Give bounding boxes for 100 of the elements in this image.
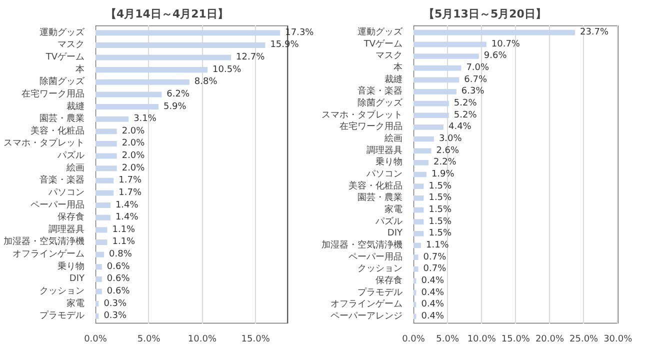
y-tick-label: 絵画 (384, 133, 402, 144)
y-tick-label: オフラインゲーム (12, 248, 84, 260)
y-tick-label: 乗り物 (376, 156, 402, 168)
y-tick-label: 美容・化粧品 (348, 180, 402, 192)
bar (414, 266, 418, 272)
data-label: 9.6% (484, 51, 508, 62)
y-tick-label: パソコン (366, 170, 402, 180)
y-tick-label: オフラインゲーム (330, 298, 402, 310)
y-tick-label: 乗り物 (58, 260, 84, 272)
bar (414, 42, 486, 48)
bar (96, 214, 110, 220)
y-tick-label: クッション (358, 264, 402, 274)
bar (414, 100, 449, 106)
data-label: 0.3% (104, 298, 128, 309)
bar (96, 104, 158, 110)
data-label: 1.4% (115, 200, 139, 210)
y-tick-label: 運動グッズ (40, 26, 86, 38)
bar (96, 276, 102, 282)
data-label: 1.5% (428, 204, 452, 215)
chart-title: 【4月14日～4月21日】 (106, 8, 228, 20)
y-tick-label: 家電 (66, 298, 84, 309)
bar (414, 254, 418, 260)
y-tick-label: 加湿器・空気清浄機 (322, 239, 402, 250)
bar (96, 227, 108, 233)
x-tick-label: 25.0% (570, 334, 599, 344)
bar (414, 65, 462, 71)
bar (96, 313, 99, 319)
y-tick-label: 保存食 (58, 212, 84, 223)
data-label: 0.6% (106, 274, 130, 284)
bar (96, 178, 114, 184)
x-tick-label: 15.0% (501, 334, 530, 344)
x-tick-label: 10.0% (467, 334, 496, 344)
bar (96, 67, 208, 73)
bar (96, 30, 280, 36)
y-tick-label: 調理器具 (48, 224, 84, 235)
bar (96, 166, 117, 172)
data-label: 2.6% (436, 146, 460, 156)
data-label: 6.2% (166, 89, 190, 100)
bar (96, 252, 104, 258)
bar (414, 195, 424, 201)
data-label: 1.4% (115, 212, 139, 223)
data-label: 1.5% (428, 216, 452, 227)
bar (414, 172, 426, 178)
data-label: 2.0% (122, 126, 146, 136)
y-tick-label: スマホ・タブレット (322, 109, 402, 120)
data-label: 0.4% (421, 300, 445, 310)
y-tick-label: 美容・化粧品 (30, 125, 84, 136)
data-label: 2.2% (433, 158, 457, 168)
data-label: 1.5% (428, 228, 452, 239)
y-tick-label: 家電 (384, 204, 402, 215)
bar (414, 184, 424, 189)
bar (96, 92, 162, 98)
data-label: 0.6% (106, 286, 130, 296)
bar (414, 314, 416, 320)
x-tick-label: 20.0% (535, 334, 564, 344)
data-label: 2.0% (122, 151, 146, 162)
bar (414, 77, 460, 83)
y-tick-label: DIY (387, 228, 403, 239)
data-label: 0.8% (109, 250, 132, 260)
data-label: 1.1% (112, 224, 136, 235)
data-label: 1.7% (118, 176, 142, 186)
y-tick-label: 園芸・農業 (358, 192, 402, 204)
data-label: 0.4% (421, 288, 445, 298)
y-tick-label: 裁縫 (66, 100, 84, 112)
bar (96, 190, 114, 196)
data-label: 5.2% (454, 98, 478, 109)
data-label: 7.0% (466, 63, 490, 74)
data-label: 23.7% (580, 28, 610, 38)
x-tick-label: 5.0% (436, 334, 460, 344)
y-tick-label: 加湿器・空気清浄機 (4, 236, 84, 248)
bar (96, 288, 102, 294)
y-tick-label: 音楽・楽器 (358, 86, 402, 97)
bar (414, 30, 575, 36)
x-tick-label: 0.0% (402, 334, 426, 344)
y-tick-label: 裁縫 (384, 74, 402, 85)
data-label: 4.4% (448, 122, 472, 132)
bar (96, 202, 110, 208)
bar (96, 264, 102, 270)
bar (96, 42, 266, 48)
y-tick-label: プラモデル (40, 310, 84, 322)
y-tick-label: 在宅ワーク用品 (22, 88, 84, 100)
data-label: 3.1% (134, 114, 157, 124)
y-tick-label: 本 (76, 64, 84, 75)
data-label: 3.0% (438, 134, 462, 144)
y-tick-label: 本 (394, 62, 402, 74)
y-tick-label: パズル (56, 150, 84, 162)
data-label: 1.1% (112, 237, 136, 248)
y-tick-label: プラモデル (358, 286, 402, 298)
data-label: 10.7% (491, 39, 520, 50)
bar (96, 153, 117, 159)
data-label: 1.5% (428, 193, 452, 204)
bar (414, 290, 416, 296)
bar (414, 136, 434, 142)
x-tick-label: 15.0% (241, 334, 270, 344)
y-tick-label: 除菌グッズ (40, 76, 86, 88)
y-tick-label: 調理器具 (366, 144, 402, 156)
bar (96, 79, 190, 85)
y-tick-label: 保存食 (376, 274, 402, 286)
bar (96, 54, 232, 60)
y-tick-label: 絵画 (66, 162, 84, 174)
